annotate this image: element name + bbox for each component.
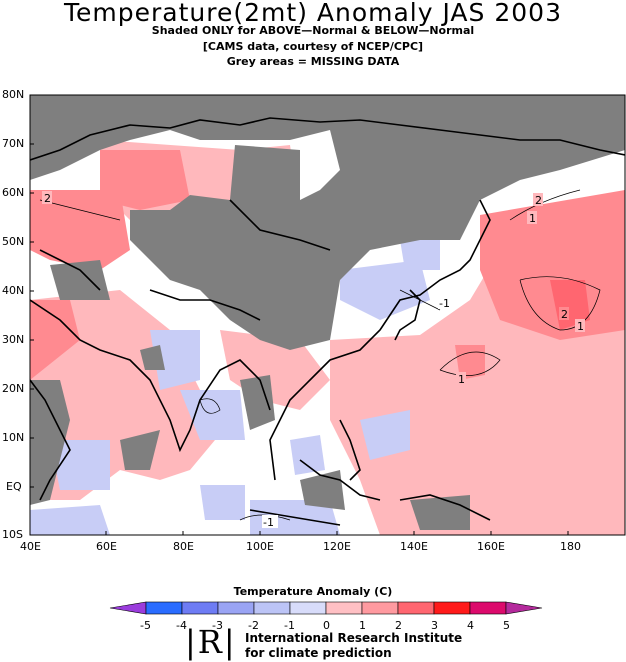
subtitle-line-2: [CAMS data, courtesy of NCEP/CPC] (202, 40, 424, 53)
contour-label: 2 (535, 194, 542, 207)
colorbar-tick: 3 (431, 619, 438, 632)
lat-label: 80N (2, 88, 25, 101)
lon-label: 60E (96, 540, 117, 553)
colorbar-segment (397, 601, 435, 615)
colorbar-segment (181, 601, 219, 615)
lon-label: 120E (323, 540, 351, 553)
lat-label: 50N (2, 235, 25, 248)
colorbar-segment (361, 601, 399, 615)
contour-label: 1 (458, 373, 465, 386)
colorbar-tick: 0 (323, 619, 330, 632)
anomaly-field (30, 95, 625, 535)
colorbar-segment (325, 601, 363, 615)
lat-label: 40N (2, 284, 25, 297)
lat-label: 60N (2, 186, 25, 199)
contour-label: 2 (561, 308, 568, 321)
coastlines (30, 117, 625, 526)
colorbar-tick: 1 (359, 619, 366, 632)
map-title: Temperature(2mt) Anomaly JAS 2003 (64, 0, 562, 27)
colorbar-tick: -5 (140, 619, 151, 632)
contour-label: 1 (577, 320, 584, 333)
org-line-2: for climate prediction (245, 646, 392, 660)
colorbar-segment (145, 601, 183, 615)
colorbar-segment (253, 601, 291, 615)
colorbar-segment (289, 601, 327, 615)
colorbar-segment (217, 601, 255, 615)
lon-label: 180 (560, 540, 581, 553)
lat-label: 70N (2, 137, 25, 150)
lat-label: 10N (2, 431, 25, 444)
colorbar (109, 601, 543, 615)
colorbar-tick: 5 (503, 619, 510, 632)
colorbar-tick: -1 (284, 619, 295, 632)
colorbar-segment (433, 601, 471, 615)
lon-label: 140E (400, 540, 428, 553)
subtitle-line-1: Shaded ONLY for ABOVE—Normal & BELOW—Nor… (151, 24, 475, 37)
lon-label: 40E (20, 540, 41, 553)
colorbar-title: Temperature Anomaly (C) (233, 585, 393, 598)
contour-label: 1 (529, 212, 536, 225)
colorbar-segment (469, 601, 507, 615)
contour-label-group: 2 2 1 2 1 1 -1 -1 (42, 191, 585, 529)
org-line-1: International Research Institute (245, 631, 463, 645)
colorbar-segment (505, 601, 543, 615)
contour-label: -1 (263, 516, 274, 529)
iri-logo: |R| (185, 623, 237, 661)
contour-label: 2 (44, 192, 51, 205)
axis-ticks (29, 94, 569, 536)
lon-label: 160E (477, 540, 505, 553)
lat-label: 20N (2, 382, 25, 395)
colorbar-tick: -4 (176, 619, 187, 632)
colorbar-segment (109, 601, 147, 615)
colorbar-tick: -2 (248, 619, 259, 632)
lon-label: 100E (246, 540, 274, 553)
lon-label: 80E (173, 540, 194, 553)
colorbar-tick: 2 (395, 619, 402, 632)
contour-label: -1 (439, 297, 450, 310)
map-frame (29, 94, 626, 536)
lat-label: 30N (2, 333, 25, 346)
colorbar-tick: 4 (467, 619, 474, 632)
lat-label: 10S (2, 528, 23, 541)
lat-label: EQ (6, 480, 22, 493)
subtitle-line-3: Grey areas = MISSING DATA (226, 55, 400, 68)
colorbar-tick: -3 (212, 619, 223, 632)
